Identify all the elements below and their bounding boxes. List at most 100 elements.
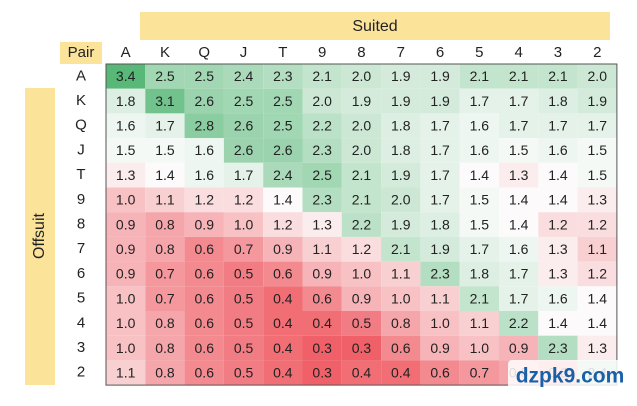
cell [341, 138, 382, 163]
cell [145, 162, 185, 188]
cell [577, 311, 617, 336]
cell [302, 162, 342, 188]
cell [459, 236, 499, 262]
cell [499, 311, 539, 336]
cell-value: 1.4 [548, 167, 568, 183]
cell [341, 64, 382, 89]
cell-value: 2.4 [273, 167, 293, 183]
cell-value: 2.3 [312, 192, 332, 208]
cell-value: 1.3 [548, 266, 568, 282]
cell-value: 0.4 [273, 290, 293, 306]
cell-value: 0.6 [312, 290, 332, 306]
cell [577, 64, 617, 89]
cell [223, 286, 264, 311]
cell [184, 360, 224, 386]
cell-value: 1.6 [470, 142, 490, 158]
cell-value: 0.5 [234, 364, 254, 380]
cell-value: 1.3 [312, 216, 332, 232]
cell [538, 236, 578, 262]
column-label: 3 [554, 44, 562, 61]
column-label: 2 [593, 44, 601, 61]
cell-value: 0.6 [195, 241, 215, 257]
cell-value: 1.9 [588, 93, 608, 109]
cell [302, 138, 342, 163]
cell-value: 1.8 [430, 216, 450, 232]
cell [499, 64, 539, 89]
suited-band [140, 12, 610, 40]
cell-value: 2.5 [273, 117, 293, 133]
cell-value: 1.9 [430, 241, 450, 257]
cell [577, 212, 617, 237]
pair-label: Pair [68, 44, 95, 61]
cell-value: 1.7 [509, 93, 529, 109]
cell [184, 187, 224, 213]
cell-value: 0.8 [155, 216, 175, 232]
cell-value: 1.5 [588, 167, 608, 183]
cell-value: 1.1 [588, 241, 608, 257]
cell-value: 1.3 [509, 167, 529, 183]
cell-value: 0.7 [155, 266, 175, 282]
cell-value: 1.3 [548, 241, 568, 257]
row-label: 9 [77, 191, 85, 208]
cell [223, 138, 264, 163]
cell-value: 2.3 [312, 142, 332, 158]
cell-value: 2.1 [391, 241, 411, 257]
row-label: 6 [77, 265, 85, 282]
cell [499, 88, 539, 114]
cell-value: 1.0 [116, 340, 136, 356]
cell-value: 1.7 [470, 241, 490, 257]
cell [184, 261, 224, 287]
cell-value: 2.1 [352, 167, 372, 183]
cell [538, 162, 578, 188]
cell [381, 88, 421, 114]
cell [459, 212, 499, 237]
cell-value: 1.8 [548, 93, 568, 109]
cell [106, 311, 146, 336]
cell-value: 1.6 [116, 117, 136, 133]
cell [381, 286, 421, 311]
cell-value: 1.5 [116, 142, 136, 158]
cell [381, 212, 421, 237]
column-label: T [278, 44, 287, 61]
cell [577, 261, 617, 287]
cell [381, 335, 421, 361]
cell-value: 0.6 [273, 266, 293, 282]
cell-value: 0.6 [391, 340, 411, 356]
cell [459, 286, 499, 311]
cell-value: 0.5 [352, 315, 372, 331]
column-label: K [160, 44, 170, 61]
cell-value: 2.2 [312, 117, 332, 133]
cell [302, 261, 342, 287]
cell-value: 2.5 [273, 93, 293, 109]
row-label: 7 [77, 240, 85, 257]
cell-value: 1.1 [155, 192, 175, 208]
cell-value: 1.0 [352, 266, 372, 282]
cell [459, 88, 499, 114]
column-label: 6 [436, 44, 444, 61]
cell-value: 2.5 [195, 68, 215, 84]
cell-value: 1.1 [391, 266, 411, 282]
cell [184, 236, 224, 262]
cell [223, 335, 264, 361]
cell [341, 335, 382, 361]
cell-value: 2.6 [234, 142, 254, 158]
cell [106, 261, 146, 287]
cell [302, 187, 342, 213]
row-label: T [76, 166, 85, 183]
cell-value: 1.7 [155, 117, 175, 133]
cell [459, 335, 499, 361]
cell [145, 212, 185, 237]
cell-value: 2.2 [352, 216, 372, 232]
cell-value: 0.8 [391, 315, 411, 331]
cell-value: 2.2 [509, 315, 529, 331]
cell-value: 1.3 [588, 192, 608, 208]
cell [341, 88, 382, 114]
cell [302, 311, 342, 336]
cell-value: 1.5 [588, 142, 608, 158]
column-label: 5 [475, 44, 483, 61]
cell-value: 1.5 [470, 192, 490, 208]
cell-value: 0.8 [155, 364, 175, 380]
cell-value: 1.7 [234, 167, 254, 183]
cell-value: 3.1 [155, 93, 175, 109]
